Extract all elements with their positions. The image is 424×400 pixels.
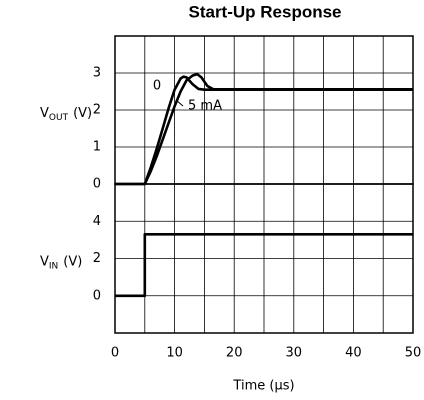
x-tick-label: 0 <box>111 346 119 361</box>
y-label-unit: (V) <box>63 254 82 269</box>
y-tick-label: 3 <box>93 66 101 81</box>
y-label-main: V <box>40 106 49 121</box>
plot-frame <box>114 183 414 334</box>
x-tick-label: 50 <box>405 346 422 361</box>
line-series <box>115 75 413 186</box>
y-tick-label: 2 <box>93 103 101 118</box>
y-axis-label: VIN (V) <box>40 254 82 271</box>
y-tick-label: 4 <box>93 214 101 229</box>
series-label: 5 mA <box>188 99 222 114</box>
x-tick-label: 30 <box>286 346 303 361</box>
x-axis-label: Time (μs) <box>232 379 294 394</box>
y-label-sub: IN <box>49 261 58 271</box>
line-series <box>115 72 413 186</box>
x-tick-label: 40 <box>345 346 362 361</box>
chart-title: Start-Up Response <box>188 2 341 21</box>
y-label-sub: OUT <box>49 113 69 123</box>
x-tick-label: 20 <box>226 346 243 361</box>
y-tick-label: 0 <box>93 177 101 192</box>
y-label-main: V <box>40 254 49 269</box>
y-tick-label: 2 <box>93 251 101 266</box>
line-series <box>115 233 413 298</box>
x-tick-label: 10 <box>166 346 183 361</box>
y-label-unit: (V) <box>73 106 92 121</box>
y-tick-label: 0 <box>93 288 101 303</box>
series-label: 0 <box>153 79 161 94</box>
y-tick-label: 1 <box>93 140 101 155</box>
y-axis-label: VOUT (V) <box>40 106 92 123</box>
leader-line <box>175 99 184 107</box>
